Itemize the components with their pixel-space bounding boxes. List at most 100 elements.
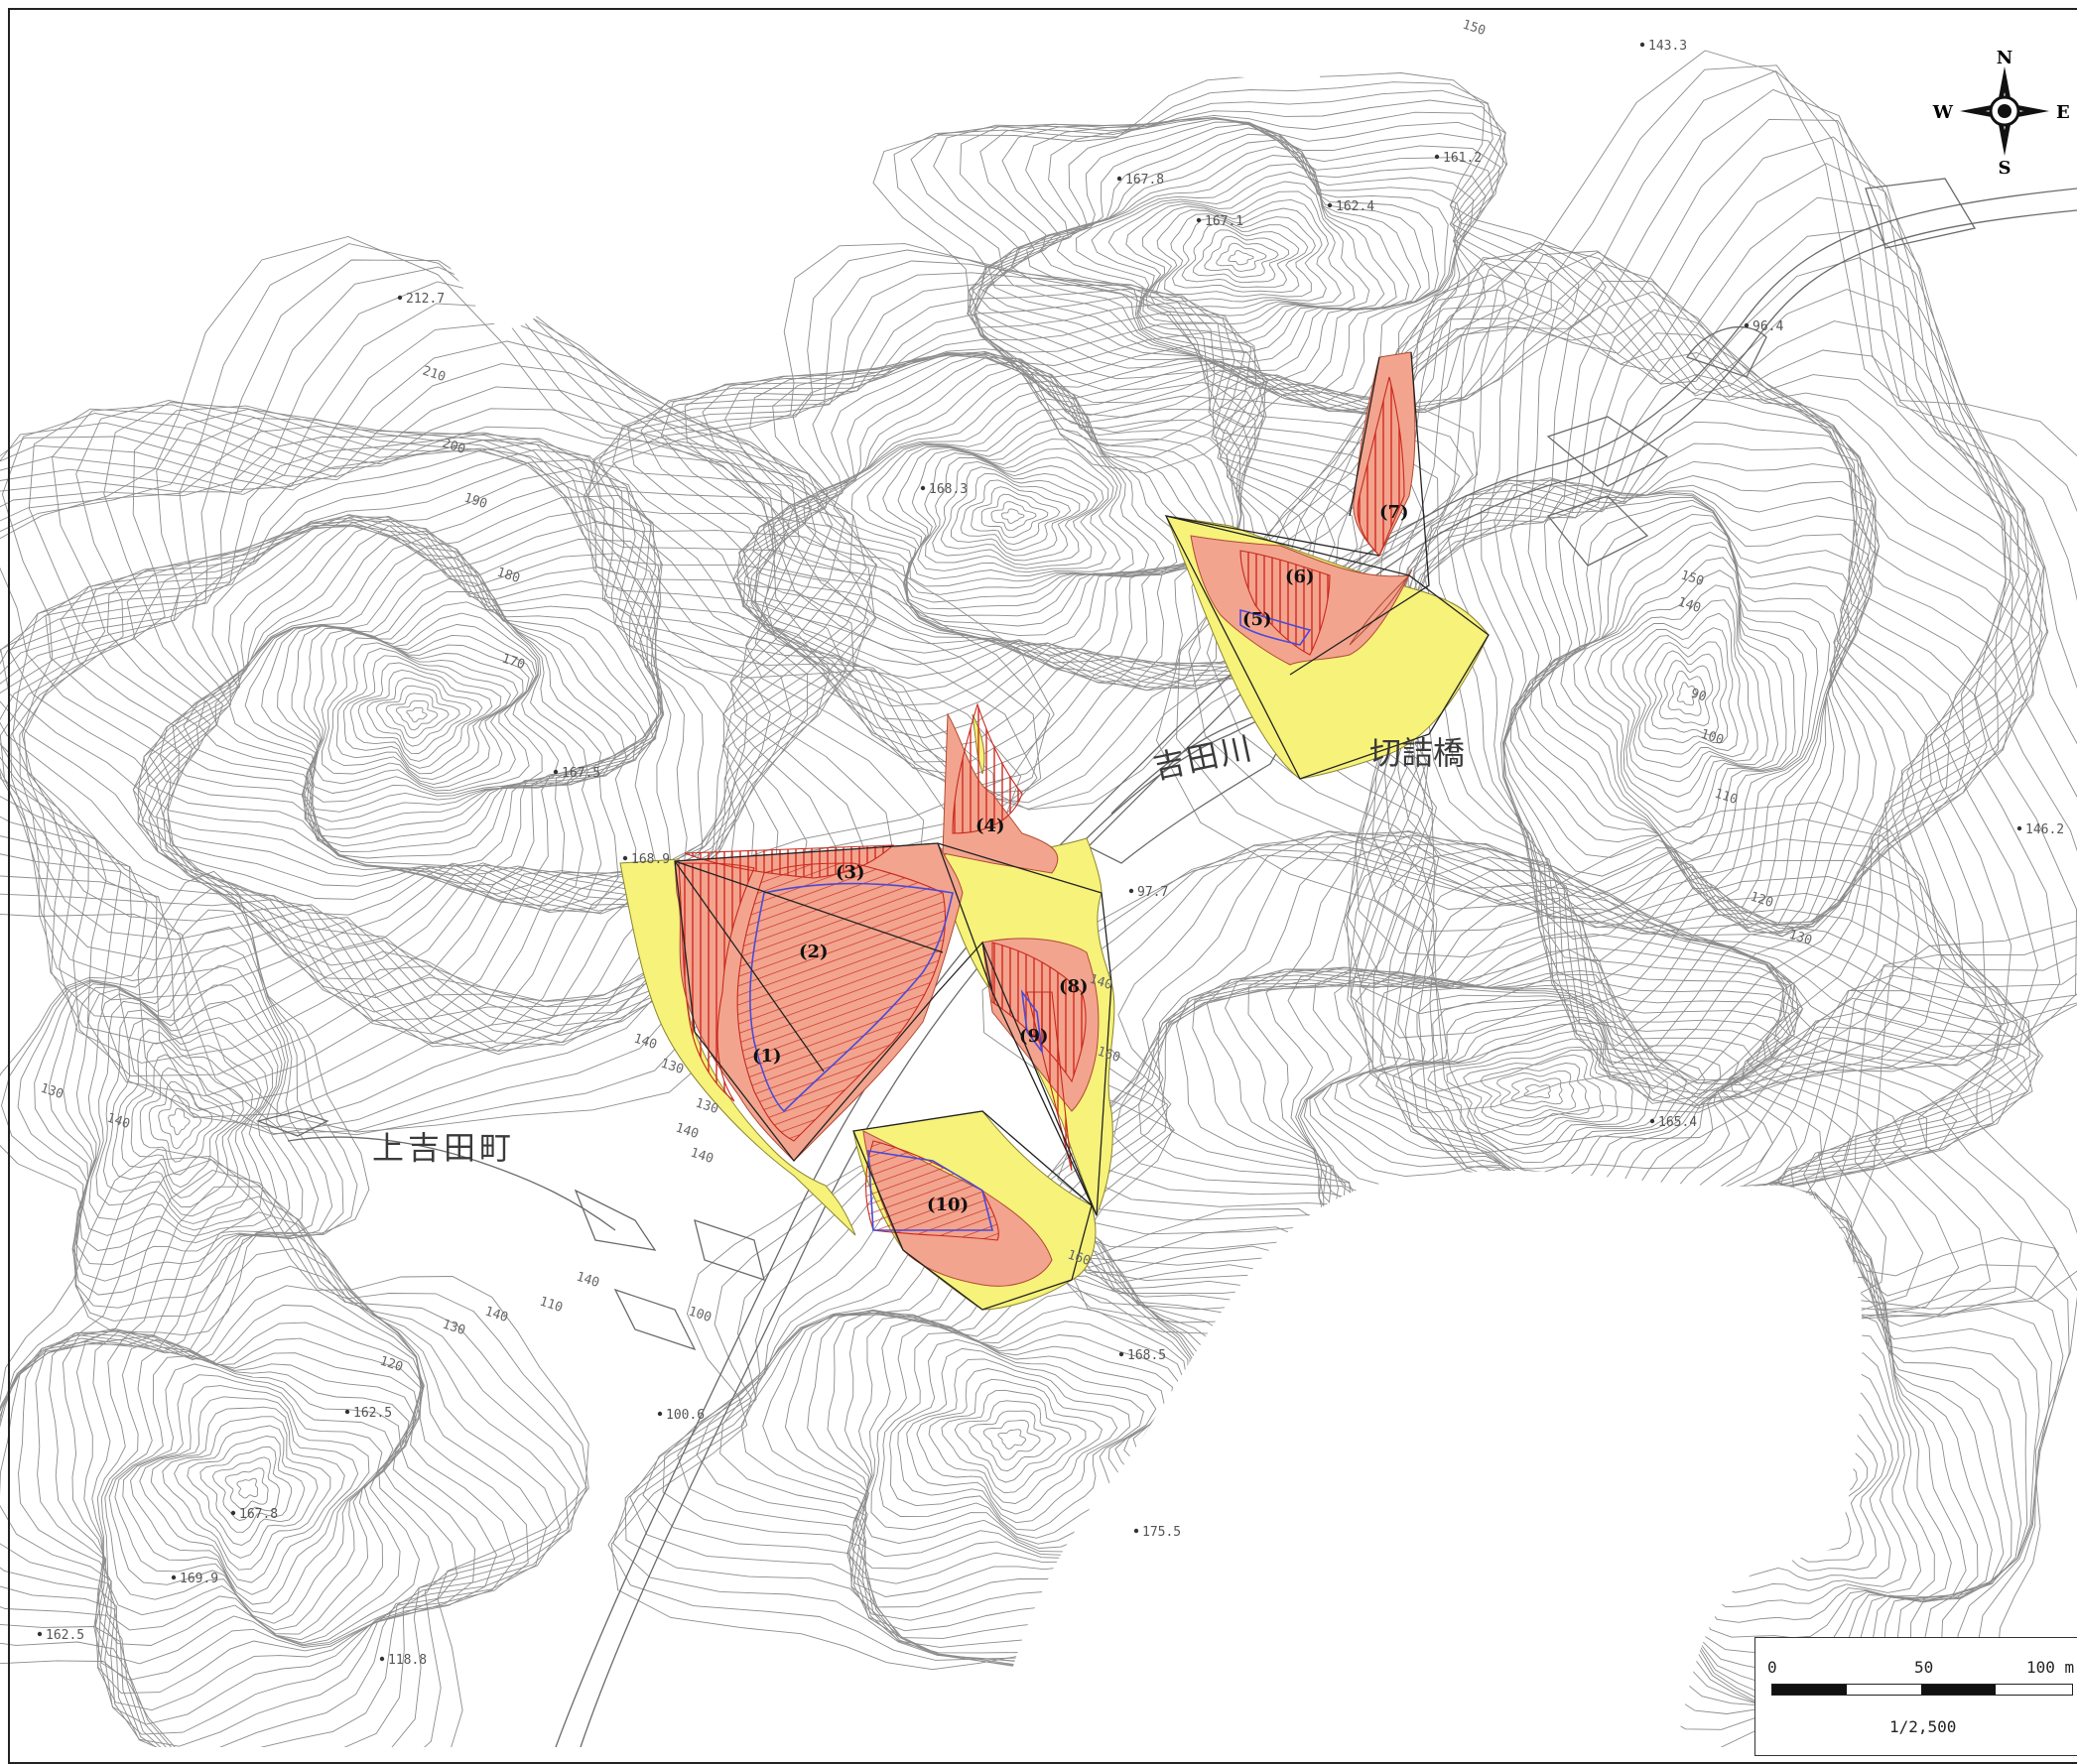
spot-height-label: 162.5	[353, 1406, 392, 1421]
contour-line	[106, 494, 688, 934]
contour-line	[1075, 163, 1397, 343]
contour-value-label: 140	[1676, 595, 1703, 617]
contour-value-label: 180	[495, 566, 522, 587]
contour-line	[132, 514, 662, 912]
spot-height-dot	[1327, 202, 1333, 208]
compartment-8: (8)	[1059, 976, 1089, 997]
contour-line	[236, 1477, 259, 1499]
compass-w-label: W	[1932, 102, 1954, 123]
compass-e-label: E	[2056, 102, 2070, 123]
scale-label-zero: 0	[1767, 1658, 1777, 1677]
contour-line	[0, 1211, 548, 1747]
contour-line	[866, 417, 1165, 603]
spot-height-label: 143.3	[1648, 39, 1687, 54]
contour-line	[932, 460, 1099, 566]
contour-line	[309, 628, 534, 794]
contour-line	[738, 350, 1250, 684]
contour-line	[1611, 599, 1758, 783]
contour-value-label: 130	[1787, 928, 1814, 949]
scale-label-50: 50	[1914, 1658, 1934, 1677]
contour-line	[911, 447, 1121, 580]
contour-line	[925, 456, 1104, 569]
contour-line	[990, 501, 1037, 532]
contour-line	[752, 357, 1238, 672]
contour-line	[343, 655, 502, 775]
contour-line	[137, 521, 664, 915]
spot-height-dot	[1118, 1351, 1124, 1357]
scale-ratio: 1/2,500	[1889, 1717, 1957, 1736]
spot-height-label: 100.6	[666, 1408, 705, 1423]
contour-value-label: 200	[441, 437, 467, 458]
contour-line	[406, 706, 428, 723]
contour-line	[214, 557, 627, 852]
contour-line	[736, 351, 1256, 688]
contour-line	[1164, 213, 1316, 298]
contour-line	[627, 296, 1380, 763]
spot-height-dot	[397, 295, 403, 301]
contour-line	[0, 870, 370, 1336]
compartment-6: (6)	[1285, 567, 1315, 587]
contour-value-label: 140	[575, 1270, 601, 1292]
contour-line	[138, 516, 664, 907]
contour-line	[49, 1285, 476, 1695]
contour-line	[132, 514, 661, 914]
contour-line	[1644, 641, 1729, 744]
spot-height-dot	[1639, 42, 1645, 48]
contour-value-label: 130	[694, 1096, 720, 1118]
contour-line	[261, 590, 588, 830]
contour-value-label: 100	[687, 1305, 714, 1326]
scale-label-100: 100 m	[2026, 1658, 2075, 1677]
contour-line	[1504, 493, 1868, 930]
contour-line	[1437, 398, 1950, 1025]
contour-line	[122, 1374, 383, 1615]
contour-line	[1155, 207, 1327, 303]
contour-line	[148, 1081, 213, 1163]
spot-height-label: 175.5	[1142, 1525, 1181, 1540]
contour-lines	[0, 50, 2077, 1747]
contour-line	[1408, 1030, 1651, 1155]
compartment-labels: (1) (2) (3) (4) (5) (6) (7) (8) (9) (10)	[752, 502, 1409, 1215]
contour-line	[1188, 70, 2077, 1258]
contour-value-label: 140	[1088, 972, 1114, 994]
compass-arrow-n	[1998, 66, 2012, 103]
contour-line	[897, 439, 1134, 587]
map-frame	[8, 8, 2077, 1764]
contour-line	[314, 632, 530, 792]
contour-line	[75, 984, 291, 1251]
contour-line	[137, 517, 662, 914]
contour-line	[997, 1429, 1027, 1449]
contour-line	[0, 434, 831, 1035]
contour-value-label: 120	[1749, 890, 1775, 912]
contour-line	[1322, 994, 1755, 1205]
spot-height-dot	[657, 1411, 663, 1417]
contour-line	[62, 1305, 458, 1681]
contour-line	[0, 1155, 589, 1747]
contour-value-label: 190	[462, 491, 489, 513]
contour-line	[1622, 612, 1749, 768]
contour-line	[1359, 1009, 1706, 1183]
blue-outlines	[749, 608, 1312, 1231]
contour-line	[982, 1419, 1041, 1460]
contour-line	[1496, 1071, 1576, 1111]
contour-line	[587, 260, 1461, 804]
contour-value-label: 90	[1689, 687, 1709, 705]
contour-line	[1667, 670, 1706, 716]
compass-s-label: S	[1999, 158, 2012, 179]
contour-line	[1427, 1038, 1633, 1146]
spot-height-dot	[920, 485, 926, 491]
compass-rose: N S E W	[1932, 48, 2070, 179]
contour-line	[114, 1363, 394, 1624]
contour-line	[612, 288, 1405, 778]
contour-line	[1142, 198, 1342, 310]
contour-line	[1529, 513, 1831, 889]
compartment-5: (5)	[1242, 609, 1272, 630]
contour-value-label: 150	[1679, 568, 1706, 590]
contour-line	[1375, 1016, 1688, 1174]
place-kiritsume-bridge: 切詰橋	[1369, 734, 1465, 772]
contour-line	[75, 1322, 440, 1665]
spot-height-dot	[1116, 176, 1122, 182]
contour-line	[1000, 508, 1025, 524]
spot-height-label: 161.2	[1443, 151, 1482, 166]
contour-line	[817, 388, 1204, 627]
contour-line	[82, 993, 279, 1237]
